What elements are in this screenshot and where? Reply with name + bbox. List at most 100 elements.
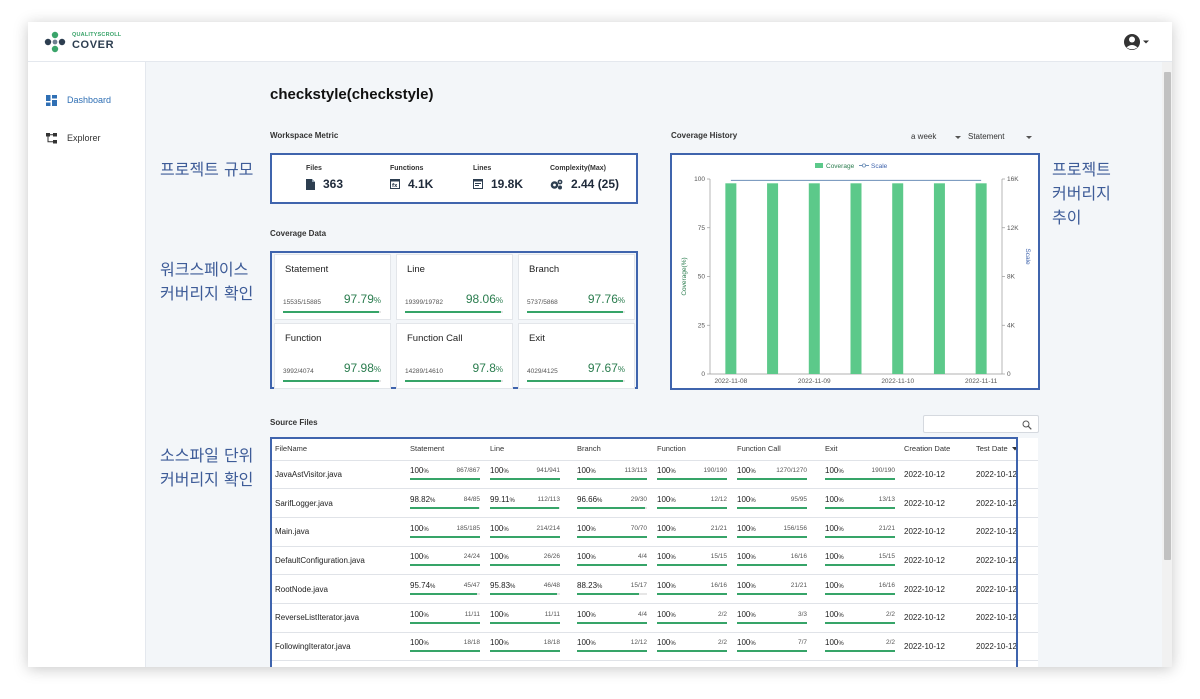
coverage-progress-fill bbox=[527, 380, 623, 382]
coverage-card: Statement 15535/15885 97.79% bbox=[274, 254, 391, 320]
metric-select[interactable]: Statement bbox=[968, 132, 1032, 144]
file-name-cell[interactable]: DefaultConfiguration.java bbox=[270, 546, 405, 576]
coverage-ratio: 2/2 bbox=[885, 639, 895, 647]
coverage-percent: 100% bbox=[490, 552, 509, 561]
legend-swatch-coverage bbox=[815, 163, 823, 168]
coverage-percent: 100% bbox=[657, 495, 676, 504]
column-header[interactable]: FileName bbox=[270, 438, 405, 461]
coverage-bar bbox=[850, 183, 862, 374]
metric-label: Complexity(Max) bbox=[550, 165, 607, 172]
annotation-line: 프로젝트 bbox=[1052, 160, 1111, 179]
coverage-progress-bar bbox=[410, 621, 480, 624]
column-header[interactable]: Test Date bbox=[971, 438, 1038, 461]
percent-unit: % bbox=[750, 641, 756, 648]
search-input[interactable] bbox=[923, 415, 1039, 433]
file-name-cell[interactable]: FollowingIterator.java bbox=[270, 632, 405, 662]
sidebar-item-explorer[interactable]: Explorer bbox=[46, 128, 101, 148]
app-logo[interactable]: QUALITYSCROLL COVER bbox=[42, 29, 142, 55]
coverage-progress-fill bbox=[657, 564, 727, 567]
column-header-label: Statement bbox=[410, 444, 445, 454]
file-name[interactable]: RootNode.java bbox=[275, 584, 328, 594]
table-row[interactable]: Main.java 100% 185/185 100% 214/214 100% 70/70… bbox=[270, 517, 1038, 547]
coverage-progress-bar bbox=[737, 650, 807, 653]
coverage-percent: 100% bbox=[490, 610, 509, 619]
coverage-ratio: 11/11 bbox=[544, 610, 560, 618]
file-name[interactable]: DefaultConfiguration.java bbox=[275, 555, 365, 565]
x-tick-label: 2022-11-10 bbox=[881, 378, 914, 385]
column-header[interactable]: Creation Date bbox=[899, 438, 971, 461]
column-header[interactable]: Exit bbox=[820, 438, 899, 461]
coverage-ratio: 3/3 bbox=[797, 610, 807, 618]
svg-text:fx: fx bbox=[392, 183, 398, 189]
table-row[interactable]: RootNode.java 95.74% 45/47 95.83% 46/48 88.23… bbox=[270, 574, 1038, 604]
test-date: 2022-10-12 bbox=[976, 613, 1017, 623]
legend-label-scale: Scale bbox=[871, 163, 888, 170]
creation-date: 2022-10-12 bbox=[904, 584, 945, 594]
file-name[interactable]: ReverseListIterator.java bbox=[275, 613, 360, 623]
column-header[interactable]: Function Call bbox=[732, 438, 820, 461]
coverage-progress-bar bbox=[283, 380, 381, 382]
percent-unit: % bbox=[750, 526, 756, 533]
sidebar-item-dashboard[interactable]: Dashboard bbox=[46, 90, 111, 110]
coverage-cell: 100% 113/113 bbox=[572, 460, 652, 490]
table-row[interactable]: ReverseListIterator.java 100% 11/11 100% 11/… bbox=[270, 603, 1038, 633]
y2-tick-label: 8K bbox=[1007, 274, 1016, 281]
test-date: 2022-10-12 bbox=[976, 527, 1017, 537]
creation-date-cell: 2022-10-12 bbox=[899, 517, 971, 547]
percent-value: 100 bbox=[577, 466, 591, 476]
file-name[interactable]: FollowingIterator.java bbox=[275, 641, 351, 651]
file-name[interactable]: Main.java bbox=[275, 527, 310, 537]
coverage-ratio: 46/48 bbox=[543, 582, 560, 590]
column-header[interactable]: Function bbox=[652, 438, 732, 461]
user-menu-button[interactable] bbox=[1122, 32, 1152, 52]
percent-unit: % bbox=[495, 296, 503, 305]
coverage-ratio: 95/95 bbox=[790, 496, 807, 504]
percent-value: 100 bbox=[657, 638, 671, 648]
table-row[interactable]: DefaultConfiguration.java 100% 24/24 100% 26… bbox=[270, 546, 1038, 576]
creation-date: 2022-10-12 bbox=[904, 527, 945, 537]
coverage-card: Function Call 14289/14610 97.8% bbox=[396, 323, 513, 389]
file-name-cell[interactable]: ReverseListIterator.java bbox=[270, 603, 405, 633]
percent-value: 100 bbox=[490, 523, 504, 533]
table-row[interactable]: JavaAstVisitor.java 100% 867/867 100% 941/94… bbox=[270, 460, 1038, 490]
file-name-cell[interactable]: Main.java bbox=[270, 517, 405, 547]
sort-desc-icon[interactable] bbox=[1011, 445, 1018, 451]
file-name[interactable]: JavaAstVisitor.java bbox=[275, 469, 342, 479]
coverage-progress-fill bbox=[527, 311, 623, 313]
file-name[interactable]: SarifLogger.java bbox=[275, 498, 333, 508]
file-name-cell[interactable]: JavaAstVisitor.java bbox=[270, 460, 405, 490]
coverage-progress-fill bbox=[737, 593, 807, 596]
file-name-cell[interactable]: SarifLogger.java bbox=[270, 488, 405, 518]
percent-unit: % bbox=[670, 641, 676, 648]
coverage-percent: 100% bbox=[490, 638, 509, 647]
coverage-progress-fill bbox=[577, 593, 639, 596]
coverage-percent: 100% bbox=[825, 581, 844, 590]
coverage-cell: 100% 941/941 bbox=[485, 460, 572, 490]
coverage-percent: 100% bbox=[577, 524, 596, 533]
percent-value: 100 bbox=[825, 552, 839, 562]
table-header-row: FileName Statement Line Branch Function Funct… bbox=[270, 438, 1038, 461]
coverage-progress-fill bbox=[657, 593, 727, 596]
percent-value: 97.76 bbox=[587, 292, 618, 306]
coverage-percent: 100% bbox=[657, 581, 676, 590]
coverage-progress-bar bbox=[657, 507, 727, 510]
table-row[interactable]: FollowingIterator.java 100% 18/18 100% 18/18… bbox=[270, 632, 1038, 662]
coverage-progress-bar bbox=[577, 621, 647, 624]
coverage-progress-fill bbox=[825, 507, 895, 510]
app-window: QUALITYSCROLL COVER Dashboard bbox=[28, 22, 1172, 667]
file-name-cell[interactable]: RootNode.java bbox=[270, 574, 405, 604]
column-header[interactable]: Branch bbox=[572, 438, 652, 461]
coverage-percent: 98.82% bbox=[410, 495, 435, 504]
column-header[interactable]: Statement bbox=[405, 438, 485, 461]
percent-unit: % bbox=[503, 469, 509, 476]
percent-unit: % bbox=[750, 469, 756, 476]
percent-unit: % bbox=[617, 296, 625, 305]
period-select[interactable]: a week bbox=[911, 132, 961, 144]
scrollbar-thumb[interactable] bbox=[1164, 72, 1171, 560]
column-header[interactable]: Line bbox=[485, 438, 572, 461]
coverage-progress-bar bbox=[490, 564, 560, 567]
vertical-scrollbar[interactable] bbox=[1162, 62, 1172, 667]
coverage-ratio: 12/12 bbox=[710, 496, 727, 504]
table-row[interactable]: SarifLogger.java 98.82% 84/85 99.11% 112/113… bbox=[270, 488, 1038, 518]
x-tick-label: 2022-11-09 bbox=[798, 378, 831, 385]
